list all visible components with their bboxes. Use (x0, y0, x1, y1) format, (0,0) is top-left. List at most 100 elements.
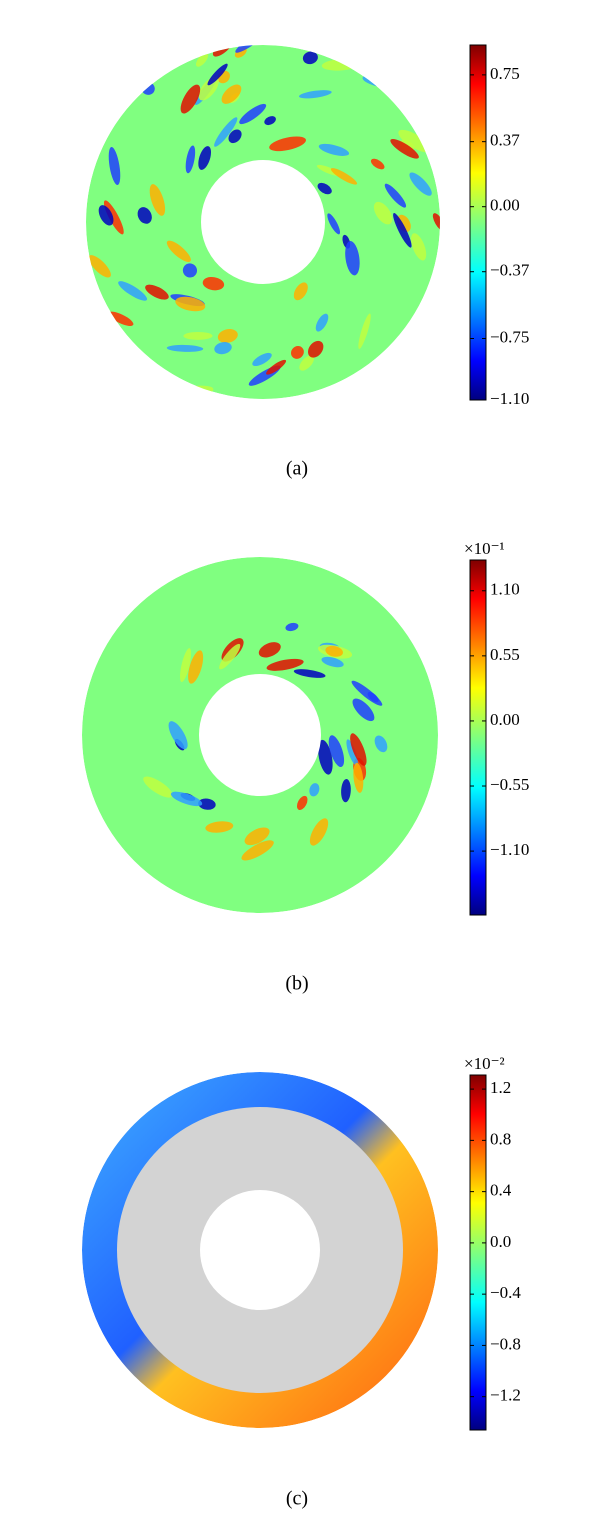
blob (235, 44, 264, 53)
blob (302, 51, 318, 65)
blob (88, 255, 111, 278)
tick-label: 0.37 (490, 131, 520, 150)
blob (205, 821, 234, 833)
blob (103, 200, 124, 235)
blob (315, 313, 329, 332)
blob (244, 827, 270, 846)
blob (293, 282, 308, 301)
blob (166, 344, 204, 352)
blob (168, 721, 188, 750)
blob (180, 648, 192, 683)
panel-label: (b) (285, 973, 308, 995)
blob (198, 76, 219, 101)
blob (228, 129, 242, 144)
blob (309, 818, 329, 846)
tick-label: 0.00 (490, 710, 520, 729)
hole (201, 160, 325, 284)
multiplier: ×10⁻¹ (464, 539, 505, 558)
blob (409, 172, 432, 196)
blob (182, 263, 198, 278)
blob (118, 281, 148, 301)
blob (188, 650, 204, 684)
blob (318, 143, 350, 156)
tick-label: −0.8 (490, 1334, 521, 1353)
blob (219, 643, 241, 670)
blob (308, 340, 324, 358)
blob (321, 656, 344, 668)
blob (346, 739, 358, 766)
blob (202, 276, 225, 291)
blob (258, 642, 281, 658)
blob (198, 798, 216, 810)
tick-label: −1.2 (490, 1386, 521, 1405)
tick-label: −0.37 (490, 261, 530, 280)
blob (370, 158, 385, 170)
blob (384, 183, 407, 208)
blob (180, 84, 201, 114)
blob (345, 241, 360, 276)
blob (221, 84, 242, 104)
blob (145, 284, 169, 300)
blob (175, 296, 206, 312)
blob (239, 103, 267, 125)
tick-label: 0.4 (490, 1181, 512, 1200)
blob (291, 346, 304, 359)
blob (183, 331, 213, 340)
blob (252, 352, 272, 367)
tick-label: 0.75 (490, 64, 520, 83)
hole (200, 1190, 320, 1310)
blob (317, 182, 332, 195)
blob (166, 240, 191, 263)
blob (318, 739, 333, 775)
tick-label: 0.00 (490, 196, 520, 215)
blob (398, 129, 431, 153)
colorbar (469, 1074, 487, 1431)
blob (351, 680, 383, 706)
blob (330, 168, 358, 185)
blob (325, 645, 343, 657)
blob (198, 146, 212, 170)
blob (149, 184, 166, 216)
blob (293, 669, 326, 678)
blob (264, 116, 276, 126)
blob (241, 840, 274, 861)
blob (328, 735, 345, 768)
blob (108, 147, 121, 186)
blob (411, 233, 427, 261)
blob (298, 90, 332, 99)
panel-label: (a) (286, 458, 308, 480)
hole (199, 674, 321, 796)
tick-label: −0.4 (490, 1283, 521, 1302)
blob (353, 762, 364, 793)
tick-label: 0.0 (490, 1232, 511, 1251)
blob (341, 778, 351, 803)
blob (137, 207, 152, 224)
blob (393, 213, 412, 248)
blob (327, 213, 341, 235)
colorbar (469, 44, 487, 401)
tick-label: 1.10 (490, 580, 520, 599)
blob (185, 145, 196, 174)
blob (98, 205, 114, 226)
panel-label: (c) (286, 1488, 308, 1510)
blob (170, 791, 203, 807)
blob (217, 329, 238, 343)
blob (285, 622, 299, 632)
blob (358, 313, 371, 349)
multiplier: ×10⁻² (464, 1054, 505, 1073)
blob (373, 201, 393, 225)
blob (196, 52, 209, 67)
blob (309, 783, 320, 797)
blob (296, 795, 308, 810)
blob (143, 776, 173, 798)
blob (214, 117, 238, 147)
blob (72, 236, 88, 253)
blob (266, 359, 287, 375)
blob (350, 733, 367, 766)
tick-label: −1.10 (490, 389, 529, 408)
blob (269, 136, 307, 152)
tick-label: 1.2 (490, 1078, 511, 1097)
blob (207, 63, 228, 86)
blob (374, 735, 388, 753)
